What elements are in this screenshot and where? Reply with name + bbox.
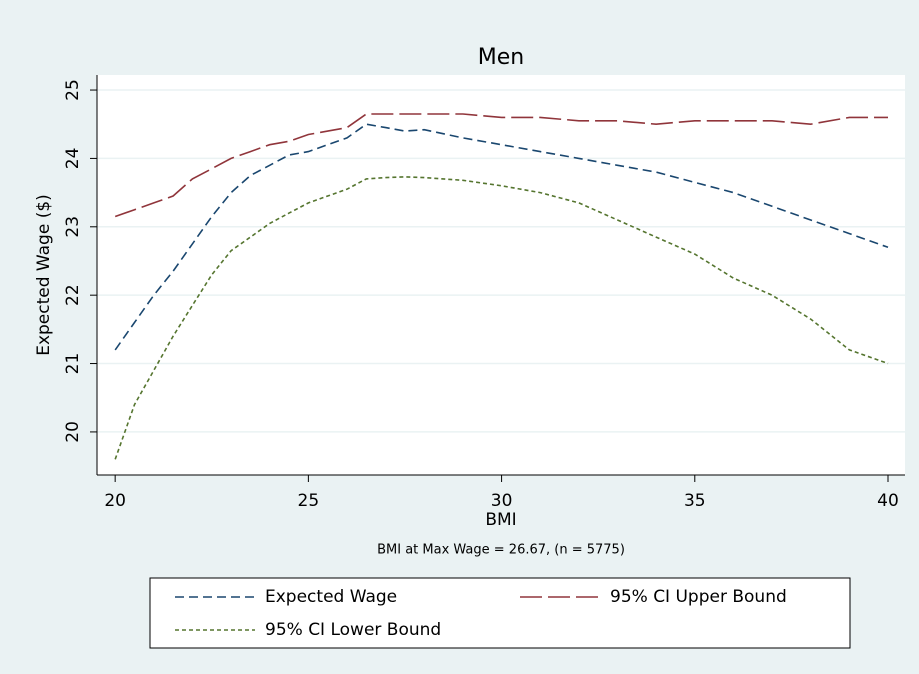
- chart-title: Men: [478, 45, 524, 70]
- y-axis-label: Expected Wage ($): [34, 194, 54, 356]
- y-tick-label: 22: [63, 284, 83, 306]
- x-tick-label: 35: [684, 491, 706, 511]
- plot-area: [97, 75, 905, 475]
- note: BMI at Max Wage = 26.67, (n = 5775): [377, 543, 625, 558]
- x-tick-label: 20: [104, 491, 126, 511]
- y-tick-label: 21: [63, 353, 83, 375]
- legend-label: Expected Wage: [265, 587, 397, 607]
- y-tick-label: 23: [63, 216, 83, 238]
- series-line: [114, 113, 888, 218]
- x-tick-label: 40: [877, 491, 899, 511]
- y-tick-label: 25: [63, 79, 83, 101]
- y-tick-label: 24: [63, 148, 83, 170]
- legend-label: 95% CI Upper Bound: [610, 587, 787, 607]
- x-tick-label: 30: [491, 491, 513, 511]
- y-tick-label: 20: [63, 421, 83, 443]
- series-line: [114, 123, 889, 351]
- legend-label: 95% CI Lower Bound: [265, 620, 441, 640]
- legend-box: [149, 577, 851, 649]
- x-tick-label: 25: [298, 491, 320, 511]
- x-axis-label: BMI: [485, 510, 516, 530]
- series-line: [114, 176, 889, 460]
